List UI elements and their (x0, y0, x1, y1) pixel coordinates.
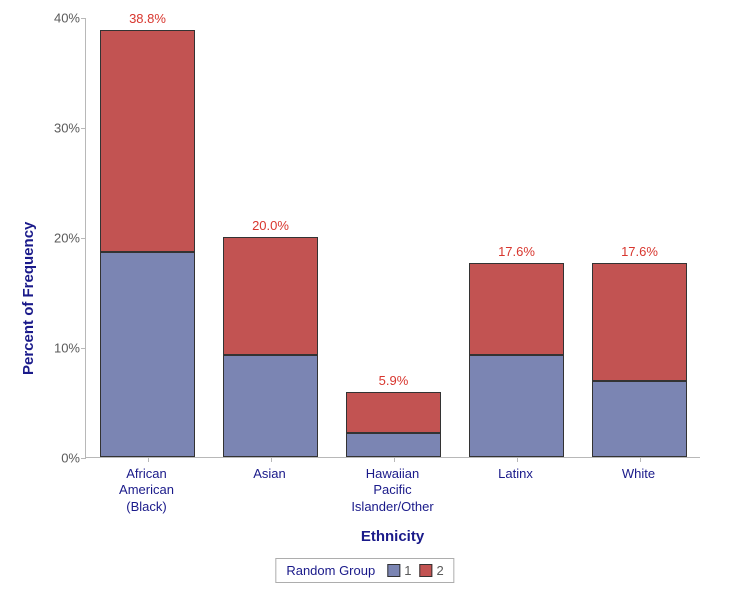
x-tick-mark (640, 457, 641, 462)
legend-item-label: 2 (436, 563, 443, 578)
legend-item-label: 1 (404, 563, 411, 578)
y-tick-mark (81, 348, 86, 349)
x-tick-mark (148, 457, 149, 462)
bar-group (346, 392, 442, 457)
y-tick-label: 10% (30, 341, 80, 356)
legend-title: Random Group (286, 563, 375, 578)
bar-total-label: 17.6% (621, 244, 658, 259)
bar-segment-1 (592, 381, 688, 457)
bar-segment-1 (346, 433, 442, 457)
legend-swatch (387, 564, 400, 577)
bar-segment-2 (100, 30, 196, 252)
legend-item: 1 (387, 563, 411, 578)
x-tick-label: White (577, 466, 700, 482)
y-tick-label: 40% (30, 11, 80, 26)
x-tick-label: Asian (208, 466, 331, 482)
bar-group (469, 263, 565, 457)
x-tick-mark (517, 457, 518, 462)
bar-segment-2 (223, 237, 319, 355)
bar-total-label: 17.6% (498, 244, 535, 259)
bar-group (100, 30, 196, 457)
y-tick-mark (81, 18, 86, 19)
bar-segment-2 (346, 392, 442, 433)
y-tick-mark (81, 458, 86, 459)
bar-segment-1 (223, 355, 319, 457)
bar-total-label: 20.0% (252, 218, 289, 233)
x-tick-label: African American (Black) (85, 466, 208, 515)
bar-group (592, 263, 688, 457)
y-tick-mark (81, 128, 86, 129)
bar-segment-2 (469, 263, 565, 354)
x-tick-mark (271, 457, 272, 462)
bar-total-label: 5.9% (379, 373, 409, 388)
bar-total-label: 38.8% (129, 11, 166, 26)
y-tick-label: 0% (30, 451, 80, 466)
bar-segment-1 (100, 252, 196, 457)
bar-group (223, 237, 319, 457)
x-tick-label: Latinx (454, 466, 577, 482)
x-tick-mark (394, 457, 395, 462)
bar-segment-1 (469, 355, 565, 457)
bar-segment-2 (592, 263, 688, 381)
legend: Random Group 1 2 (275, 558, 454, 583)
y-tick-label: 30% (30, 121, 80, 136)
legend-item: 2 (419, 563, 443, 578)
plot-area: 38.8%20.0%5.9%17.6%17.6% (85, 18, 700, 458)
x-tick-label: Hawaiian Pacific Islander/Other (331, 466, 454, 515)
legend-swatch (419, 564, 432, 577)
y-tick-mark (81, 238, 86, 239)
chart-container: Percent of Frequency 38.8%20.0%5.9%17.6%… (0, 0, 730, 607)
x-axis-label: Ethnicity (85, 528, 700, 545)
y-tick-label: 20% (30, 231, 80, 246)
